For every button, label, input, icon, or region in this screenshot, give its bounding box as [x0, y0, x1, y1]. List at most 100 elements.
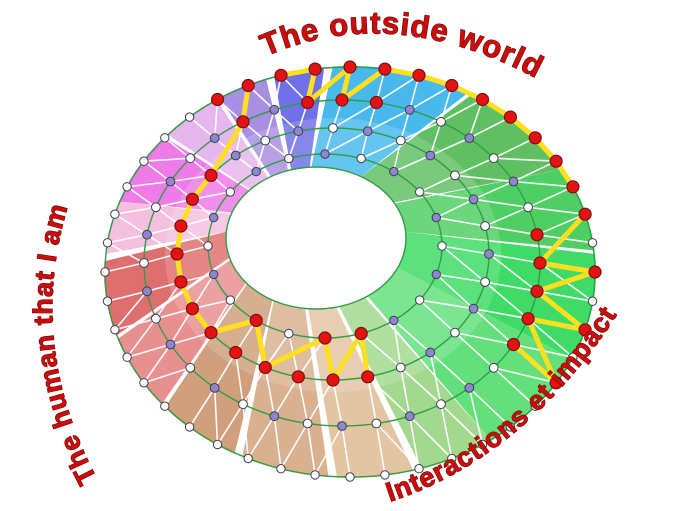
mesh-line: [484, 206, 529, 227]
node: [523, 202, 533, 213]
red-node: [503, 110, 517, 124]
mesh-line: [440, 403, 484, 446]
mesh-line: [143, 367, 191, 384]
node: [151, 202, 161, 213]
mesh-line: [366, 376, 378, 424]
node: [139, 378, 149, 388]
red-node: [318, 331, 332, 345]
node: [160, 401, 170, 411]
red-node: [528, 131, 542, 145]
mesh-line: [255, 140, 267, 172]
mesh-line: [189, 116, 216, 139]
red-node: [578, 207, 592, 221]
node: [302, 418, 313, 429]
mesh-line: [419, 174, 456, 193]
mesh-line: [393, 140, 402, 172]
mesh-line: [429, 137, 470, 157]
node: [212, 439, 223, 450]
node: [436, 116, 446, 127]
red-node: [566, 180, 580, 194]
node: [102, 296, 113, 306]
red-node: [229, 345, 243, 360]
red-node: [174, 219, 188, 233]
mesh-line: [170, 174, 212, 183]
sector: [117, 259, 247, 405]
mesh-line: [527, 186, 574, 209]
mesh-line: [164, 137, 191, 159]
node: [139, 258, 149, 268]
red-node: [369, 95, 383, 110]
node: [404, 411, 415, 422]
node: [371, 418, 382, 429]
mesh-line: [191, 273, 215, 310]
node: [505, 422, 516, 432]
torus-diagram: [100, 60, 602, 482]
mesh-line: [264, 333, 290, 368]
mesh-line: [216, 403, 244, 445]
mesh-line: [419, 191, 474, 201]
node: [209, 133, 220, 144]
mesh-line: [436, 273, 486, 283]
red-node: [445, 78, 459, 93]
red-node: [521, 312, 535, 326]
red-node: [361, 370, 375, 384]
red-node: [185, 192, 199, 206]
mesh-line: [473, 198, 529, 209]
node: [587, 296, 598, 306]
node: [293, 126, 304, 137]
sector: [394, 169, 595, 251]
mesh-line: [273, 109, 299, 132]
mesh-line: [273, 376, 299, 417]
red-node: [241, 78, 255, 93]
mesh-line: [264, 109, 276, 141]
node: [122, 182, 132, 192]
mesh-line: [143, 157, 191, 162]
mesh-line: [332, 101, 377, 129]
mesh-line: [484, 281, 529, 320]
node: [122, 352, 132, 362]
mesh-line: [473, 180, 514, 201]
node: [251, 166, 261, 177]
mesh-line: [164, 367, 191, 407]
mesh-line: [188, 387, 216, 428]
node: [450, 327, 460, 338]
node: [488, 362, 499, 373]
mesh-line: [513, 160, 557, 183]
node: [142, 229, 152, 240]
node: [328, 123, 338, 133]
sector: [104, 201, 232, 254]
mesh-line: [527, 318, 574, 358]
node: [468, 194, 479, 205]
red-node: [258, 360, 272, 375]
node: [225, 295, 236, 305]
mesh-line: [528, 206, 586, 215]
sector: [167, 99, 269, 190]
red-node: [549, 154, 563, 168]
red-node: [588, 265, 602, 279]
mesh-line: [473, 308, 515, 346]
mesh-line: [536, 213, 586, 236]
mesh-line: [400, 121, 442, 142]
mesh-line: [393, 320, 402, 368]
mesh-line: [114, 290, 148, 331]
node: [450, 170, 460, 181]
sector: [367, 268, 573, 441]
mesh-line: [297, 376, 309, 424]
mesh-line: [493, 367, 536, 407]
mesh-line: [341, 425, 351, 478]
sector: [164, 283, 273, 454]
node: [431, 212, 441, 223]
node: [320, 149, 330, 159]
mesh-line: [488, 253, 541, 264]
mesh-line: [484, 225, 538, 236]
node: [395, 362, 406, 373]
sector: [339, 297, 492, 469]
red-node: [326, 373, 340, 387]
node: [160, 133, 170, 143]
mesh-line: [280, 423, 309, 470]
mesh-line: [360, 332, 402, 369]
node: [415, 295, 425, 305]
mesh-line: [127, 180, 171, 188]
node: [225, 187, 236, 197]
